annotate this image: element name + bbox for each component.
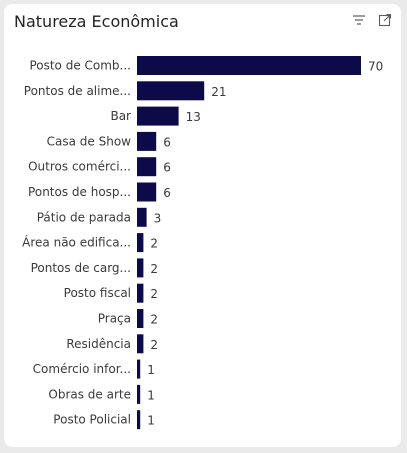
data-label: 2 [150,338,158,352]
category-label: Pontos de hosp... [28,185,131,199]
data-label: 6 [163,161,171,175]
bar[interactable] [137,207,147,227]
data-label: 13 [186,110,201,124]
data-label: 1 [147,363,155,377]
bar[interactable] [137,131,157,151]
data-label: 3 [154,211,162,225]
data-label: 6 [163,135,171,149]
category-label: Posto Policial [53,413,131,427]
data-label: 70 [368,60,383,74]
category-label: Obras de arte [48,387,131,401]
category-label: Praça [98,312,131,326]
category-label: Casa de Show [47,134,132,148]
bar[interactable] [137,157,157,177]
data-label: 21 [211,85,226,99]
category-label: Pátio de parada [37,210,131,224]
category-label: Bar [110,109,131,123]
bar[interactable] [137,182,157,202]
bar[interactable] [137,359,141,379]
bar[interactable] [137,106,179,126]
category-label: Pontos de alime... [24,84,131,98]
data-label: 2 [150,287,158,301]
data-label: 1 [147,388,155,402]
chart-title: Natureza Econômica [14,12,179,31]
bar[interactable] [137,384,141,404]
bar[interactable] [137,309,144,328]
category-label: Pontos de carg... [31,261,131,275]
bar[interactable] [137,334,144,354]
category-label: Outros comérci... [28,160,131,174]
category-label: Área não edifica... [22,235,131,250]
data-label: 2 [150,262,158,276]
bar[interactable] [137,258,144,278]
chart-card: Natureza Econômica Posto de Comb... 70 Pon… [4,4,401,447]
bar[interactable] [137,233,144,253]
data-label: 2 [150,237,158,251]
bar[interactable] [137,56,361,75]
category-label: Comércio infor... [33,362,131,376]
bar[interactable] [137,410,141,430]
data-label: 6 [163,186,171,200]
focus-mode-icon[interactable] [378,13,392,27]
bar[interactable] [137,81,205,101]
category-label: Posto de Comb... [29,59,131,73]
data-label: 1 [147,414,155,428]
bar[interactable] [137,283,144,303]
category-label: Residência [66,337,131,351]
data-label: 2 [150,313,158,327]
filter-icon[interactable] [352,13,366,27]
category-label: Posto fiscal [64,286,131,300]
